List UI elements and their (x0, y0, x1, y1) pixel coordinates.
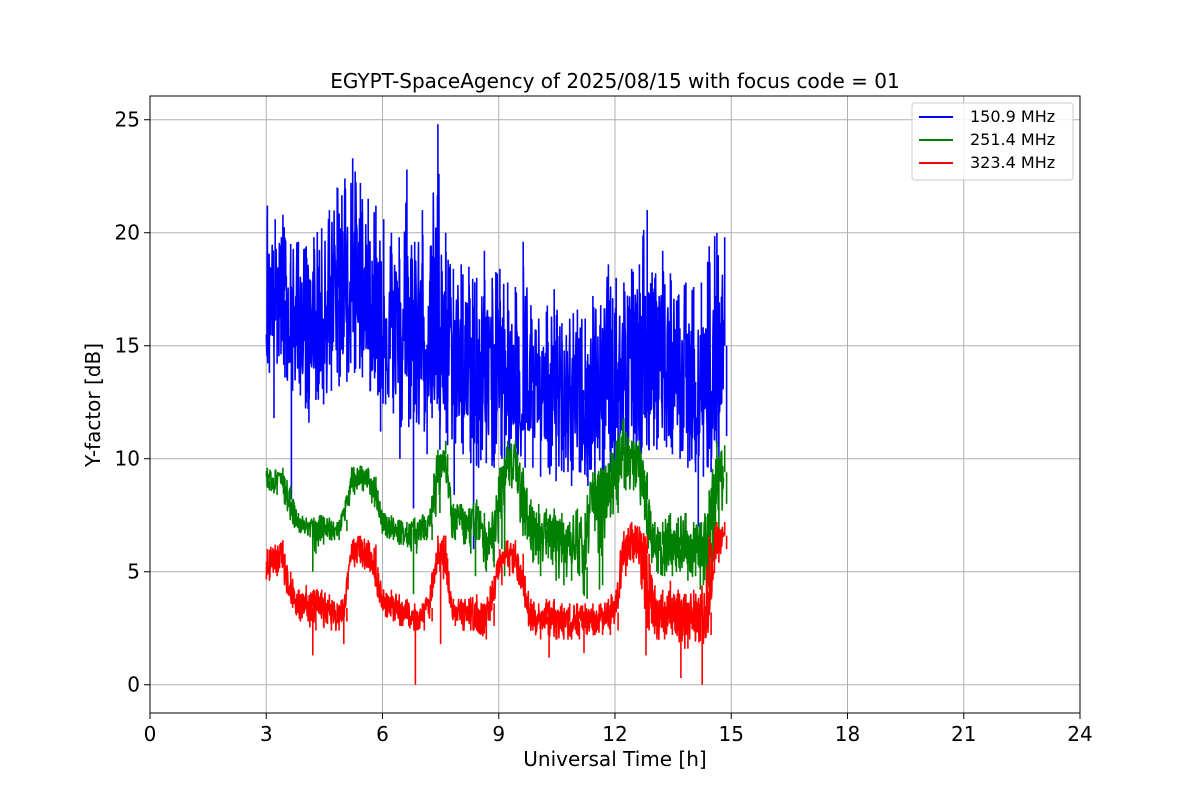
x-axis: 0 3 6 9 12 15 18 21 24 (144, 713, 1093, 746)
legend-box (911, 102, 1074, 181)
y-tick-label: 10 (115, 447, 140, 471)
y-tick-label: 5 (127, 560, 140, 584)
x-axis-label: Universal Time [h] (523, 747, 706, 771)
x-tick-label: 18 (835, 722, 860, 746)
legend-label: 323.4 MHz (970, 153, 1055, 172)
chart-title: EGYPT-SpaceAgency of 2025/08/15 with foc… (330, 69, 899, 93)
y-tick-label: 15 (115, 334, 140, 358)
y-axis-label: Y-factor [dB] (81, 343, 105, 468)
x-tick-label: 15 (719, 722, 744, 746)
x-tick-label: 12 (602, 722, 627, 746)
legend-label: 251.4 MHz (970, 130, 1055, 149)
x-tick-label: 21 (951, 722, 976, 746)
x-tick-label: 24 (1067, 722, 1092, 746)
y-axis: 0 5 10 15 20 25 (115, 108, 150, 697)
y-tick-label: 0 (127, 673, 140, 697)
y-tick-label: 20 (115, 221, 140, 245)
legend-label: 150.9 MHz (970, 107, 1055, 126)
x-tick-label: 6 (376, 722, 389, 746)
x-tick-label: 9 (492, 722, 505, 746)
x-tick-label: 3 (260, 722, 273, 746)
legend: 150.9 MHz 251.4 MHz 323.4 MHz (911, 102, 1074, 181)
series-line-150-9-mhz (265, 124, 728, 550)
x-tick-label: 0 (144, 722, 157, 746)
series-line-323-4-mhz (265, 522, 728, 685)
y-tick-label: 25 (115, 108, 140, 132)
series-layer (265, 124, 728, 685)
series-line-251-4-mhz (265, 418, 728, 599)
